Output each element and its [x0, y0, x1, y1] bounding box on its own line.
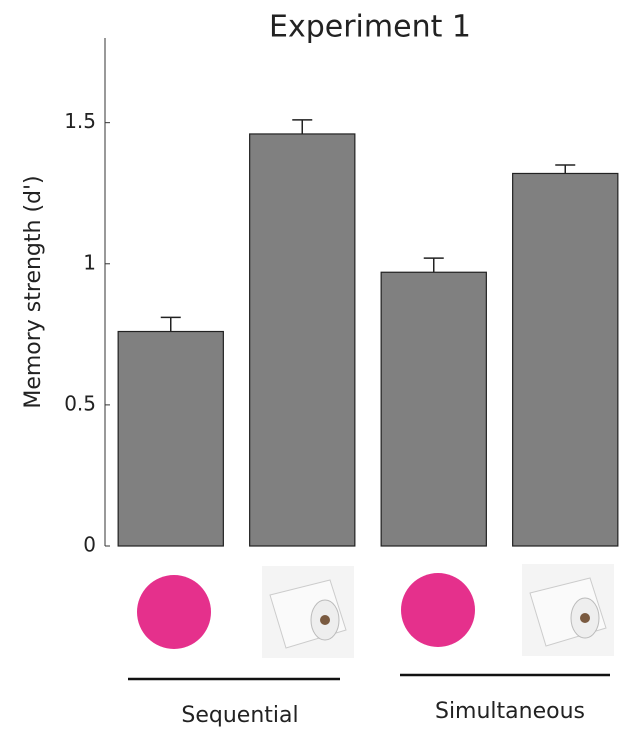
- page: Experiment 1 Memory strength (d') Sequen…: [0, 0, 631, 732]
- circle-icon: [137, 575, 211, 649]
- y-tick-label: 0: [83, 533, 96, 557]
- y-tick-label: 1.5: [64, 109, 96, 133]
- bar: [381, 272, 486, 546]
- error-bar: [161, 317, 181, 331]
- bar: [118, 332, 223, 546]
- error-bar: [292, 120, 312, 134]
- chart: Experiment 1 Memory strength (d') Sequen…: [0, 0, 631, 732]
- bar: [513, 173, 618, 546]
- circle-icon: [401, 573, 475, 647]
- y-tick-label: 1: [83, 250, 96, 274]
- y-tick-label: 0.5: [64, 391, 96, 415]
- roll-icon: [580, 613, 590, 623]
- bar: [250, 134, 355, 546]
- y-axis-label: Memory strength (d'): [21, 175, 46, 408]
- group-label: Simultaneous: [435, 699, 585, 724]
- icons: [137, 564, 614, 658]
- group-label: Sequential: [181, 703, 298, 728]
- roll-icon: [320, 615, 330, 625]
- error-bar: [424, 258, 444, 272]
- chart-title: Experiment 1: [269, 10, 471, 45]
- error-bar: [555, 165, 575, 173]
